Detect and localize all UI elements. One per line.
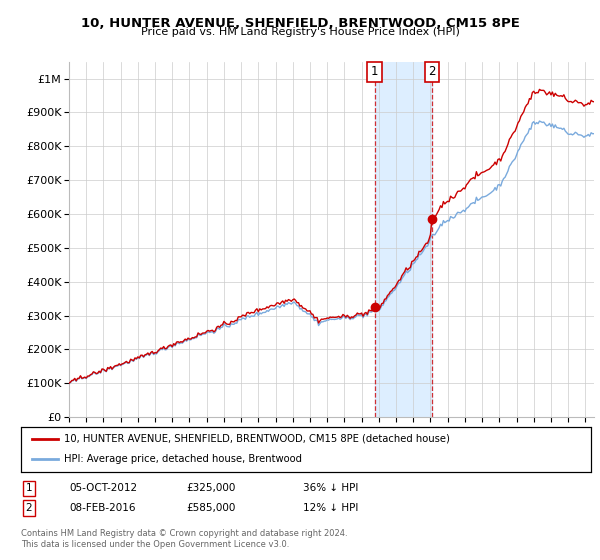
Text: 08-FEB-2016: 08-FEB-2016 [69, 503, 136, 513]
Text: 10, HUNTER AVENUE, SHENFIELD, BRENTWOOD, CM15 8PE (detached house): 10, HUNTER AVENUE, SHENFIELD, BRENTWOOD,… [64, 434, 449, 444]
Text: £585,000: £585,000 [186, 503, 235, 513]
Text: HPI: Average price, detached house, Brentwood: HPI: Average price, detached house, Bren… [64, 454, 302, 464]
Text: Contains HM Land Registry data © Crown copyright and database right 2024.: Contains HM Land Registry data © Crown c… [21, 529, 347, 538]
Text: 2: 2 [428, 66, 436, 78]
Text: 36% ↓ HPI: 36% ↓ HPI [303, 483, 358, 493]
Text: This data is licensed under the Open Government Licence v3.0.: This data is licensed under the Open Gov… [21, 540, 289, 549]
Text: 12% ↓ HPI: 12% ↓ HPI [303, 503, 358, 513]
Text: 05-OCT-2012: 05-OCT-2012 [69, 483, 137, 493]
Text: 2: 2 [25, 503, 32, 513]
Text: Price paid vs. HM Land Registry's House Price Index (HPI): Price paid vs. HM Land Registry's House … [140, 27, 460, 38]
Text: 1: 1 [25, 483, 32, 493]
Text: £325,000: £325,000 [186, 483, 235, 493]
Text: 10, HUNTER AVENUE, SHENFIELD, BRENTWOOD, CM15 8PE: 10, HUNTER AVENUE, SHENFIELD, BRENTWOOD,… [80, 17, 520, 30]
Bar [374, 62, 432, 417]
Text: 1: 1 [371, 66, 378, 78]
